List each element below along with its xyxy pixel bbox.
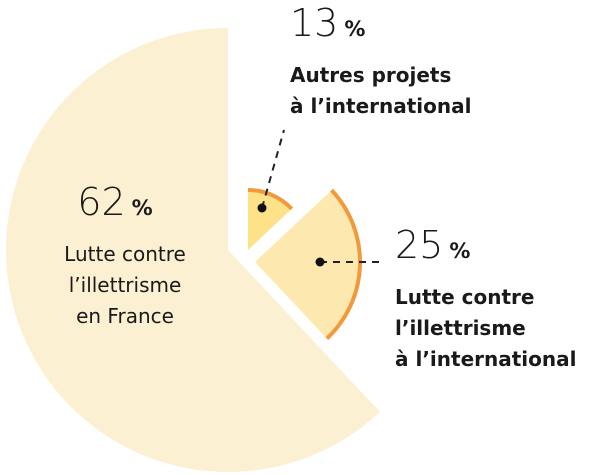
category-label: en France: [76, 304, 174, 328]
leader-line: [261, 129, 285, 209]
category-label: l’illettrisme: [69, 273, 182, 297]
value-number: 13: [290, 1, 338, 45]
category-label: l’illettrisme: [395, 316, 526, 340]
value-number: 25: [395, 223, 443, 267]
slice-edge: [325, 188, 362, 340]
slice-edge: [247, 188, 294, 211]
category-label: Lutte contre: [64, 242, 186, 266]
leader-dot: [315, 257, 325, 267]
value-number: 62: [77, 180, 125, 224]
leader-dot: [257, 203, 267, 213]
category-label: Lutte contre: [395, 285, 534, 309]
pie-slice: [255, 190, 360, 339]
category-label: Autres projets: [290, 63, 451, 87]
value-unit: %: [132, 196, 153, 220]
value-unit: %: [344, 17, 365, 41]
pie-slice: [5, 28, 380, 473]
value-label: 62%: [77, 180, 152, 224]
category-label: à l’international: [395, 347, 576, 371]
value-label: 25%: [395, 223, 470, 267]
category-label: à l’international: [290, 94, 471, 118]
value-unit: %: [449, 239, 470, 263]
value-label: 13%: [290, 1, 365, 45]
